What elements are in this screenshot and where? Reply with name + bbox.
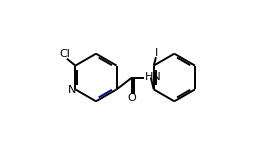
Text: I: I: [155, 48, 158, 58]
Text: HN: HN: [145, 72, 162, 82]
Text: N: N: [68, 85, 76, 95]
Text: Cl: Cl: [60, 49, 71, 59]
Text: O: O: [128, 93, 136, 103]
